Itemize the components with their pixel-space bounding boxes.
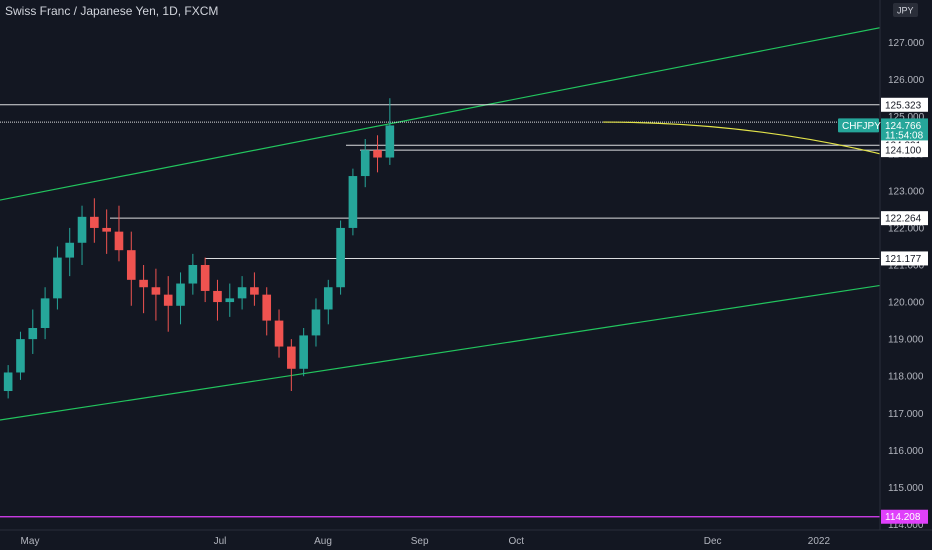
price-tick-label: 115.000: [888, 483, 924, 494]
time-tick-label: May: [21, 536, 40, 547]
channel-lower-line[interactable]: [0, 210, 932, 421]
price-tick-label: 117.000: [888, 409, 924, 420]
candle-body: [360, 150, 370, 177]
level-price-label-bg: [881, 97, 928, 112]
currency-badge[interactable]: [893, 3, 918, 17]
level-price-label: 121.177: [885, 254, 922, 265]
currency-label: JPY: [897, 6, 914, 16]
candle-body: [250, 287, 259, 295]
candle-body: [213, 290, 222, 303]
level-price-label: 125.323: [885, 100, 922, 111]
candle-body: [114, 231, 124, 251]
candle-body: [40, 298, 50, 329]
price-axis[interactable]: 127.000126.000125.000124.000123.000122.0…: [879, 0, 932, 550]
candle-body: [65, 242, 75, 258]
price-tick-label: 116.000: [888, 446, 924, 457]
candle-body: [299, 335, 308, 369]
candle-body: [262, 294, 272, 321]
candle-body: [311, 309, 321, 336]
price-tick-label: 127.000: [888, 38, 925, 49]
candle-body: [348, 176, 358, 228]
price-tick-label: 118.000: [888, 372, 924, 383]
candle-body: [287, 346, 296, 369]
candle-body: [151, 287, 161, 295]
candle-body: [237, 287, 247, 299]
candle-body: [163, 294, 173, 306]
level-price-label: 122.264: [885, 214, 922, 225]
level-price-label-bg: [881, 211, 928, 226]
candle-body: [336, 227, 345, 288]
chart-title: Swiss Franc / Japanese Yen, 1D, FXCM: [5, 4, 219, 18]
candle-body: [90, 216, 99, 228]
price-axis-panel: [880, 0, 932, 550]
candle-body: [323, 287, 333, 310]
candle-body: [102, 227, 111, 232]
time-tick-label: Aug: [314, 536, 332, 547]
candle-body: [77, 216, 87, 243]
candle-body: [188, 265, 198, 284]
current-price-label: 124.766: [885, 121, 922, 132]
candle-body: [373, 150, 382, 158]
countdown-label: 11:54:08: [885, 130, 924, 141]
candle-body: [28, 328, 38, 340]
time-axis[interactable]: MayJulAugSepOctDec2022MarAprJun: [0, 529, 932, 547]
price-tick-label: 114.000: [888, 520, 924, 531]
candle-body: [126, 250, 136, 280]
candle-body: [3, 372, 13, 392]
price-tick-label: 119.000: [888, 335, 924, 346]
price-tick-label: 120.000: [888, 298, 925, 309]
time-tick-label: Oct: [508, 536, 524, 547]
time-tick-label: Dec: [704, 536, 722, 547]
candle-body: [200, 265, 210, 291]
level-price-label-bg: [881, 251, 928, 266]
price-tick-label: 125.000: [888, 112, 925, 123]
candle-body: [385, 125, 395, 158]
candle-body: [139, 279, 148, 288]
price-tick-label: 121.000: [888, 261, 925, 272]
symbol-badge: CHFJPY: [842, 121, 881, 132]
price-labels: 125.323124.231124.100122.264121.177124.8…: [838, 97, 928, 524]
time-tick-label: Jul: [214, 536, 227, 547]
projection-arc[interactable]: [603, 121, 932, 506]
candle-body: [176, 283, 185, 306]
target-price-label-bg: [881, 509, 928, 524]
candle-body: [225, 298, 235, 303]
plot-area: [0, 4, 932, 518]
price-tick-label: 123.000: [888, 186, 925, 197]
candle-body: [274, 320, 284, 347]
price-tick-label: 122.000: [888, 223, 925, 234]
symbol-badge-bg[interactable]: [838, 118, 879, 133]
price-tick-label: 126.000: [888, 75, 925, 86]
candle-body: [16, 339, 25, 373]
current-price-bg: [881, 118, 928, 141]
level-price-label: 124.100: [885, 146, 922, 157]
time-tick-label: Sep: [411, 536, 429, 547]
level-price-label-bg: [881, 143, 928, 158]
target-price-label: 114.208: [885, 512, 921, 523]
candle-body: [53, 257, 62, 299]
channel-upper-line[interactable]: [0, 4, 932, 201]
time-tick-label: 2022: [808, 536, 831, 547]
